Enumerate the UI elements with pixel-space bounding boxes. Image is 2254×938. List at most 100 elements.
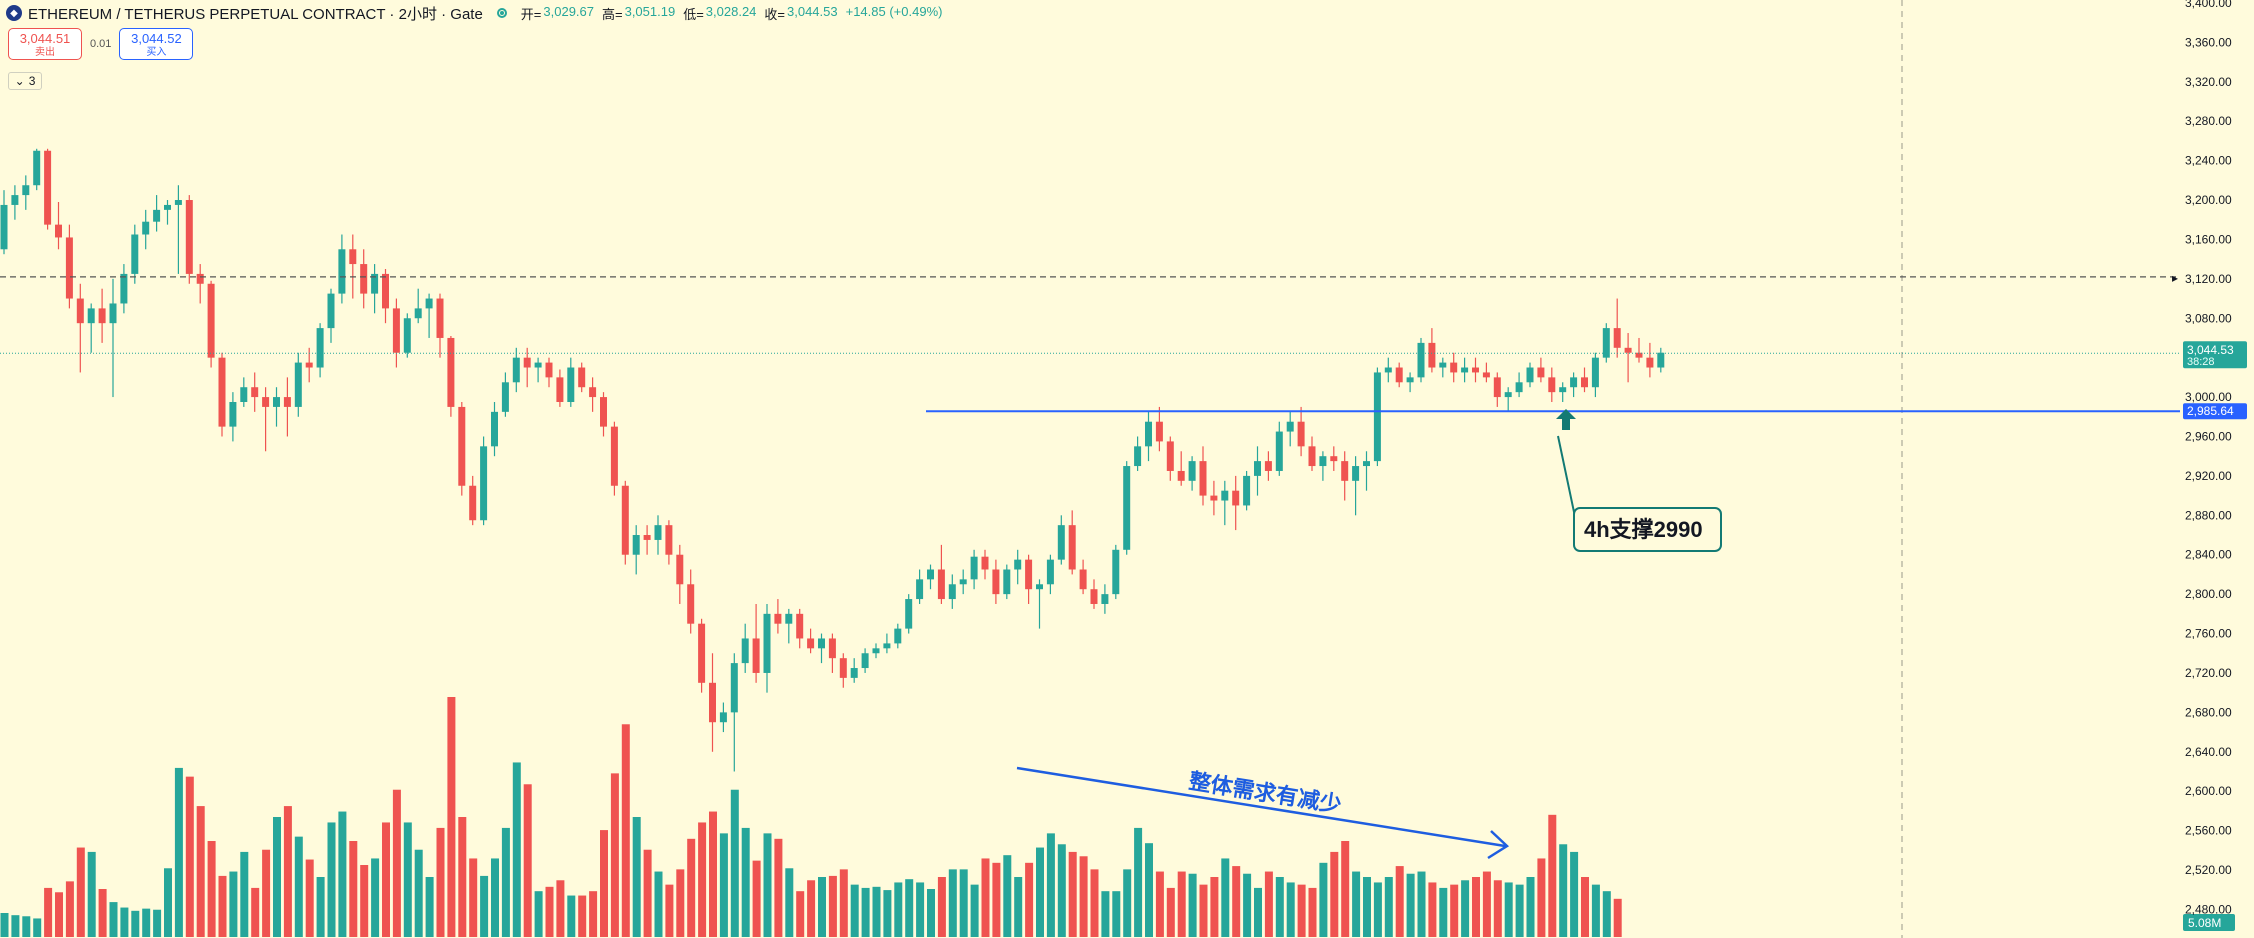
volume-bar: [937, 877, 946, 937]
symbol-title[interactable]: ETHEREUM / TETHERUS PERPETUAL CONTRACT ·…: [28, 5, 483, 23]
candle-body: [981, 556, 989, 570]
volume-bar: [1482, 871, 1491, 937]
candle-body: [807, 638, 815, 649]
volume-bar: [491, 858, 499, 937]
cursor-marker-icon: ▸: [2172, 271, 2178, 285]
candle-body: [1090, 589, 1098, 604]
y-tick-label: 2,640.00: [2185, 745, 2232, 759]
buy-button[interactable]: 3,044.52 买入: [119, 28, 194, 60]
volume-bar: [1210, 877, 1219, 937]
volume-bar: [807, 880, 816, 937]
volume-bar: [1363, 877, 1371, 937]
candle-body: [1155, 421, 1163, 442]
volume-bar: [1188, 873, 1197, 937]
ethereum-logo-icon: ◆: [6, 5, 22, 21]
candle-body: [22, 185, 30, 196]
candle-body: [491, 411, 498, 447]
y-tick-label: 2,920.00: [2185, 469, 2232, 483]
candle-body: [1112, 549, 1120, 595]
price-axis[interactable]: 3,400.00 3,360.00 3,320.00 3,280.00 3,240.00…: [2185, 0, 2232, 916]
candle-body: [87, 308, 95, 324]
candle-body: [414, 308, 422, 319]
callout-box[interactable]: [1573, 507, 1722, 552]
volume-bar: [1548, 814, 1557, 937]
candle-body: [894, 628, 902, 644]
volume-bar: [665, 884, 674, 937]
candle-body: [665, 525, 673, 555]
candle-body: [1123, 466, 1131, 550]
volume-bar: [1559, 844, 1568, 937]
candle-body: [1417, 342, 1425, 378]
volume-bar: [872, 886, 881, 937]
candle-body: [1373, 372, 1381, 462]
candle-body: [774, 613, 782, 624]
sell-button[interactable]: 3,044.51 卖出: [8, 28, 82, 60]
candle-body: [861, 653, 869, 669]
volume-bar: [1613, 898, 1622, 937]
volume-bar: [1090, 869, 1099, 937]
volume-bar: [392, 789, 401, 937]
candle-body: [1068, 525, 1076, 570]
candle-body: [556, 377, 564, 402]
candle-body: [1450, 362, 1458, 373]
candle-body: [403, 318, 411, 353]
change-value: +14.85 (+0.49%): [845, 3, 943, 19]
volume-bar: [1134, 827, 1143, 937]
candle-body: [654, 525, 662, 540]
candle-body: [142, 221, 150, 235]
support-price-label: 2,985.64: [2187, 404, 2234, 418]
volume-bar: [894, 882, 903, 937]
volume-badge: [2183, 914, 2235, 931]
candle-body: [1352, 466, 1360, 481]
candle-body: [55, 224, 62, 238]
volume-bar: [1384, 877, 1393, 937]
y-tick-label: 2,760.00: [2185, 627, 2232, 641]
candle-body: [251, 387, 259, 398]
volume-bar: [512, 762, 521, 937]
volume-bar: [164, 868, 172, 937]
indicators-toggle[interactable]: ⌄ 3: [8, 72, 42, 90]
volume-bar: [774, 838, 783, 937]
open-key: 开=: [520, 6, 542, 22]
y-tick-label: 3,120.00: [2185, 272, 2232, 286]
candle-body: [1548, 377, 1556, 393]
candle-body: [872, 648, 880, 654]
candle-body: [850, 668, 858, 678]
candle-body: [905, 599, 913, 629]
volume-bar: [501, 827, 510, 937]
candle-body: [741, 638, 749, 664]
candle-body: [120, 273, 128, 304]
y-tick-label: 2,520.00: [2185, 863, 2232, 877]
candle-body: [76, 298, 84, 324]
volume-bar: [1330, 851, 1339, 937]
candle-body: [621, 485, 629, 555]
volume-bar: [709, 811, 717, 937]
volume-bar: [621, 724, 630, 937]
volume-bar: [850, 884, 859, 937]
volume-bar: [229, 871, 238, 937]
volume-bar: [1264, 871, 1273, 937]
candlesticks: [0, 148, 1665, 772]
candle-body: [1297, 421, 1305, 447]
candle-body: [1624, 347, 1632, 353]
volume-bar: [262, 849, 271, 937]
volume-bar: [218, 875, 227, 937]
close-value: 3,044.53: [787, 3, 838, 19]
volume-bar: [818, 877, 826, 937]
candle-body: [1308, 446, 1316, 467]
candle-body: [1330, 456, 1338, 462]
candle-body: [501, 382, 509, 412]
volume-bar: [905, 879, 914, 937]
y-tick-label: 2,840.00: [2185, 548, 2232, 562]
volume-bar: [414, 849, 423, 937]
candle-body: [828, 638, 836, 659]
candle-body: [730, 663, 738, 713]
volume-bar: [1057, 844, 1066, 937]
volume-bar: [403, 822, 412, 937]
trend-arrow-line[interactable]: [1016, 766, 1506, 848]
volume-bar: [1221, 858, 1230, 937]
y-tick-label: 3,080.00: [2185, 311, 2232, 325]
candle-body: [632, 535, 640, 555]
candle-body: [218, 357, 226, 427]
